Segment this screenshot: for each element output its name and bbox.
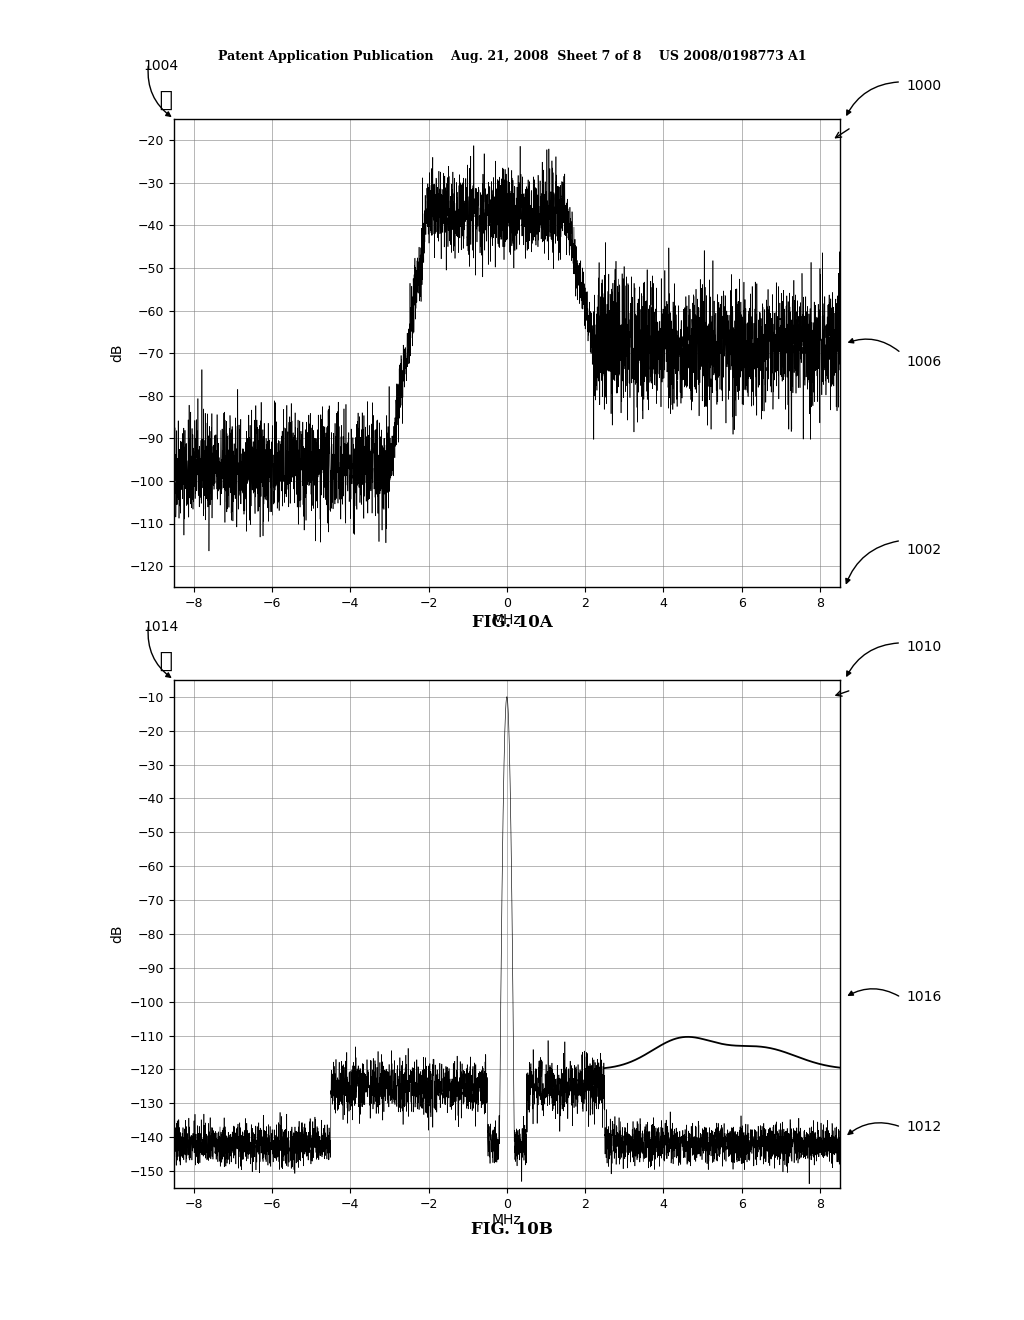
Text: 1010: 1010: [906, 640, 941, 653]
Y-axis label: dB: dB: [111, 343, 125, 363]
Text: 1016: 1016: [906, 990, 942, 1005]
Text: ⎸: ⎸: [157, 88, 171, 110]
Y-axis label: dB: dB: [111, 924, 125, 944]
Text: 1006: 1006: [906, 355, 941, 370]
Text: 1014: 1014: [143, 620, 178, 634]
Text: FIG. 10A: FIG. 10A: [472, 614, 552, 631]
Text: 1000: 1000: [906, 79, 941, 92]
X-axis label: MHz: MHz: [492, 1213, 522, 1228]
Text: 1012: 1012: [906, 1119, 941, 1134]
Text: FIG. 10B: FIG. 10B: [471, 1221, 553, 1238]
X-axis label: MHz: MHz: [492, 612, 522, 627]
Text: 1002: 1002: [906, 543, 941, 557]
Text: Patent Application Publication    Aug. 21, 2008  Sheet 7 of 8    US 2008/0198773: Patent Application Publication Aug. 21, …: [218, 50, 806, 63]
Text: 1004: 1004: [143, 59, 178, 73]
Text: ⎸: ⎸: [157, 649, 171, 671]
